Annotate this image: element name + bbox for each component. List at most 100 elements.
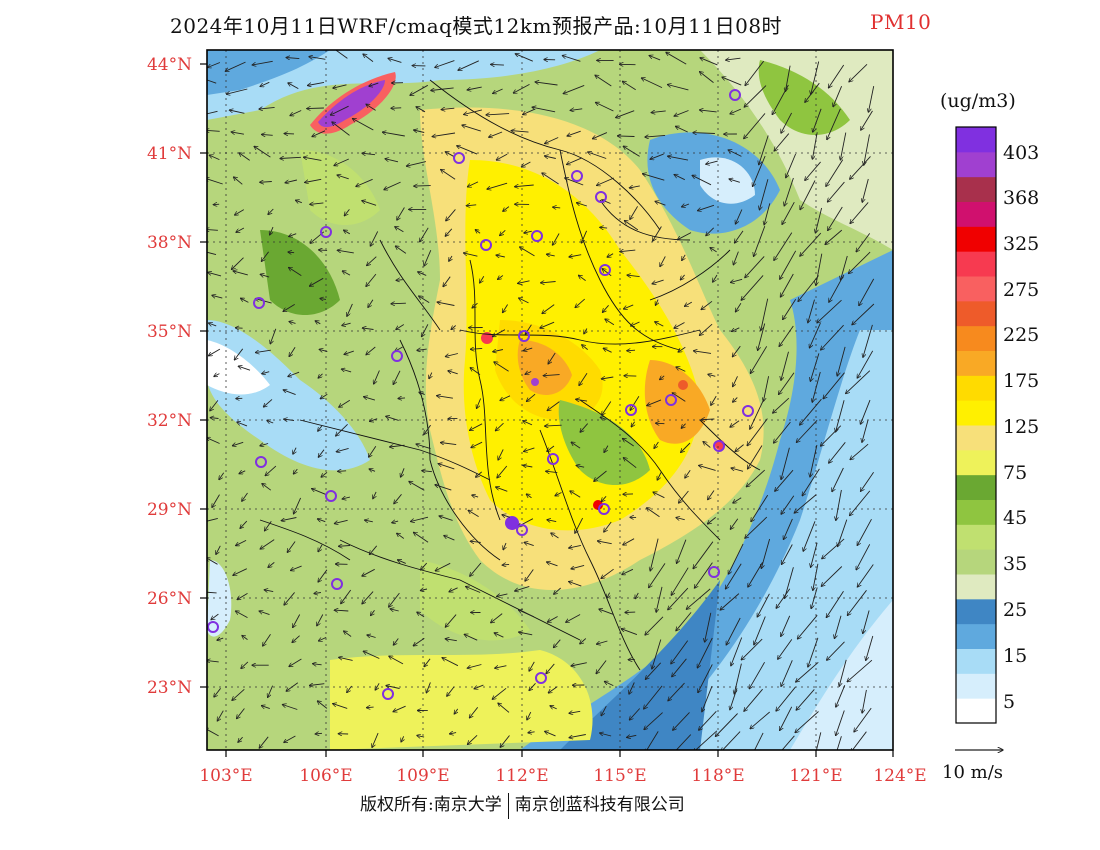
wind-arrow <box>515 54 533 62</box>
wind-arrow <box>720 593 740 611</box>
wind-arrow <box>676 518 685 520</box>
wind-arrow <box>208 62 221 68</box>
wind-arrow <box>496 255 505 257</box>
wind-arrow <box>627 735 637 737</box>
wind-arrow <box>231 132 244 134</box>
wind-arrow <box>680 274 685 280</box>
wind-arrow <box>429 372 432 379</box>
wind-arrow <box>851 731 867 750</box>
wind-arrow <box>336 447 349 451</box>
wind-arrow <box>293 447 296 455</box>
wind-arrow <box>371 610 375 615</box>
wind-arrow <box>424 424 431 434</box>
wind-arrow <box>708 490 715 500</box>
wind-arrow <box>307 108 324 109</box>
wind-arrow <box>207 178 223 185</box>
wind-arrow <box>795 711 819 733</box>
wind-arrow <box>284 419 295 420</box>
wind-arrow <box>542 173 559 185</box>
wind-arrow <box>547 401 560 411</box>
colorbar-cell <box>956 300 996 327</box>
wind-arrow <box>629 186 640 188</box>
wind-arrow <box>293 468 298 474</box>
wind-arrow <box>594 470 607 481</box>
wind-arrow <box>674 110 689 117</box>
wind-arrow <box>284 735 296 743</box>
wind-arrow <box>548 352 556 364</box>
wind-arrow <box>529 683 536 690</box>
wind-arrow <box>580 638 587 644</box>
colorbar-cell <box>956 449 996 476</box>
wind-arrow <box>286 58 300 59</box>
wind-arrow <box>693 541 714 569</box>
wind-arrow <box>629 708 641 721</box>
wind-arrow <box>782 201 795 224</box>
wind-arrow <box>682 254 686 261</box>
wind-arrow <box>341 369 352 373</box>
wind-arrow <box>233 568 247 576</box>
wind-arrow <box>268 208 274 215</box>
wind-arrow <box>339 657 353 661</box>
wind-arrow <box>520 247 535 257</box>
wind-arrow <box>650 153 664 159</box>
wind-arrow <box>424 658 431 667</box>
wind-arrow <box>519 632 533 636</box>
wind-arrow <box>235 611 248 618</box>
wind-arrow <box>267 420 274 423</box>
wind-arrow <box>705 612 712 642</box>
wind-arrow <box>850 156 871 179</box>
wind-arrow <box>212 295 223 299</box>
wind-arrow <box>784 177 794 206</box>
wind-arrow <box>237 708 245 719</box>
wind-arrow <box>370 419 378 422</box>
lat-label: 23°N <box>147 678 192 698</box>
wind-arrow <box>676 612 692 630</box>
wind-arrow <box>207 251 217 256</box>
wind-arrow <box>261 706 270 709</box>
wind-arrow <box>601 495 607 501</box>
wind-arrow <box>406 161 427 167</box>
wind-arrow <box>754 225 766 256</box>
wind-arrow <box>622 81 636 91</box>
wind-arrow <box>571 442 581 449</box>
wind-arrow <box>698 664 713 692</box>
wind-arrow <box>397 560 406 564</box>
wind-arrow <box>735 303 742 312</box>
city-marker <box>325 490 337 502</box>
wind-arrow <box>773 397 790 413</box>
wind-arrow <box>333 84 347 88</box>
wind-arrow <box>649 56 661 61</box>
colorbar-tick-label: 5 <box>1003 691 1015 713</box>
wind-arrow <box>782 544 793 565</box>
wind-arrow <box>623 146 640 157</box>
wind-arrow <box>570 109 583 111</box>
wind-arrow <box>701 419 715 420</box>
wind-arrow <box>733 251 739 265</box>
lon-label: 109°E <box>396 766 449 786</box>
wind-arrow <box>491 613 503 623</box>
wind-arrow <box>493 88 503 94</box>
wind-arrow <box>410 84 429 95</box>
wind-arrow <box>219 472 225 480</box>
wind-arrow <box>502 564 510 565</box>
lat-label: 26°N <box>147 589 192 609</box>
colorbar-cell <box>956 350 996 376</box>
wind-arrow <box>828 206 843 231</box>
wind-arrow <box>553 207 561 208</box>
city-marker <box>531 230 543 242</box>
wind-arrow <box>607 254 614 258</box>
wind-arrow <box>671 640 689 664</box>
colorbar-cell <box>956 201 996 227</box>
wind-arrow <box>862 420 869 443</box>
wind-arrow <box>419 392 425 394</box>
wind-arrow <box>321 472 328 477</box>
wind-arrow <box>261 134 273 135</box>
wind-arrow <box>472 495 479 497</box>
wind-arrow <box>445 614 457 628</box>
wind-arrow <box>783 299 797 319</box>
wind-arrow <box>681 423 686 429</box>
wind-arrow <box>283 304 295 311</box>
wind-arrow <box>356 178 373 186</box>
colorbar-tick-label: 45 <box>1003 507 1027 529</box>
wind-arrow <box>653 226 662 242</box>
